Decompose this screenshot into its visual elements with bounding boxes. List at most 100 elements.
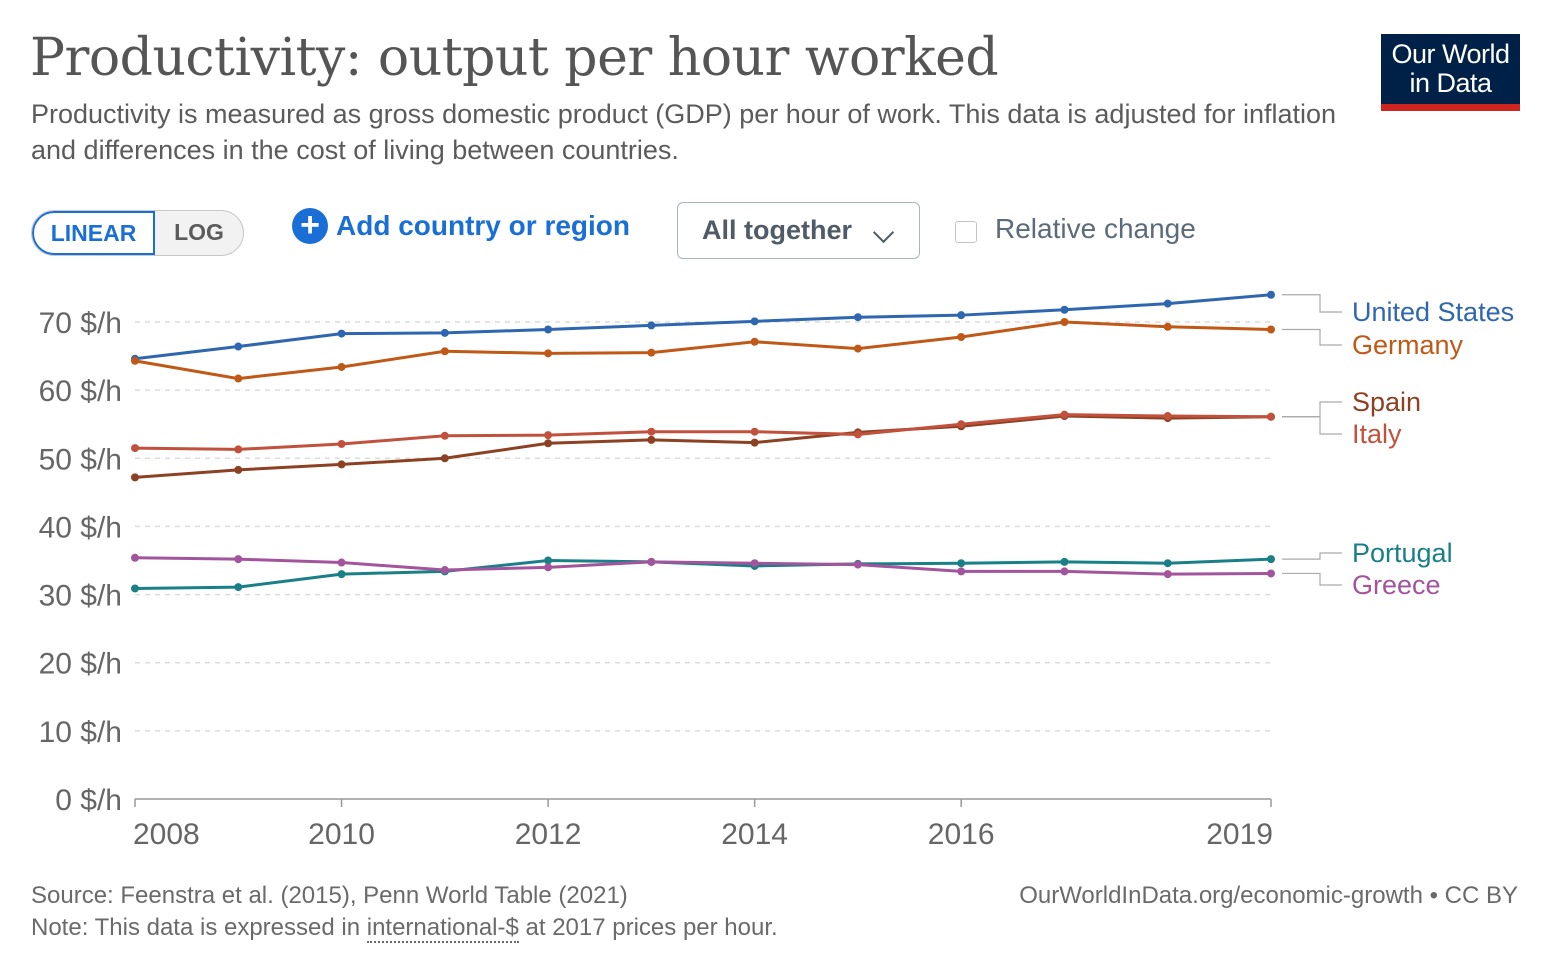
data-point — [647, 348, 656, 357]
data-point — [337, 460, 346, 469]
data-point — [131, 584, 139, 593]
legend-label: Germany — [1352, 330, 1464, 360]
data-point — [750, 438, 759, 447]
data-point — [337, 329, 346, 338]
data-point — [853, 560, 862, 569]
legend-connector — [1282, 401, 1342, 418]
legend-connector — [1282, 294, 1342, 313]
data-point — [337, 362, 346, 371]
y-tick-label: 60 $/h — [39, 375, 122, 408]
x-tick-label: 2012 — [515, 818, 582, 851]
data-point — [647, 321, 656, 330]
data-point — [544, 563, 553, 572]
series-line — [134, 413, 1272, 451]
data-point — [750, 427, 759, 436]
data-point — [1060, 567, 1069, 576]
note-suffix: at 2017 prices per hour. — [518, 914, 778, 941]
y-tick-label: 40 $/h — [39, 511, 122, 544]
legend-label: Italy — [1352, 419, 1402, 449]
relative-change-checkbox[interactable] — [955, 221, 977, 243]
data-point — [647, 557, 656, 566]
y-tick-label: 70 $/h — [39, 307, 122, 340]
scale-toggle: LINEAR LOG — [31, 210, 244, 256]
facet-dropdown[interactable]: All together — [677, 202, 920, 259]
logo-line-1: Our World — [1391, 39, 1510, 69]
data-point — [1060, 410, 1069, 419]
series-line — [134, 556, 1272, 576]
series-line — [134, 320, 1272, 381]
y-tick-label: 10 $/h — [39, 716, 122, 749]
facet-dropdown-value: All together — [702, 215, 853, 245]
data-point — [440, 328, 449, 337]
y-tick-label: 0 $/h — [55, 784, 122, 817]
data-point — [440, 566, 449, 575]
x-tick-label: 2016 — [928, 818, 995, 851]
legend-label: United States — [1352, 297, 1514, 327]
legend-label: Spain — [1352, 387, 1421, 417]
data-point — [750, 559, 759, 568]
data-point — [957, 332, 966, 341]
credit-link[interactable]: OurWorldInData.org/economic-growth • CC … — [1019, 882, 1518, 909]
chart-title: Productivity: output per hour worked — [30, 28, 999, 88]
data-point — [1060, 318, 1069, 326]
data-point — [544, 431, 553, 440]
data-point — [1267, 325, 1275, 334]
source-text: Source: Feenstra et al. (2015), Penn Wor… — [31, 882, 628, 909]
data-point — [1267, 555, 1275, 564]
note-text: Note: This data is expressed in internat… — [31, 914, 778, 943]
y-tick-label: 30 $/h — [39, 580, 122, 613]
data-point — [1267, 290, 1275, 299]
y-tick-label: 20 $/h — [39, 648, 122, 681]
data-point — [1163, 559, 1172, 568]
data-point — [440, 347, 449, 356]
data-point — [440, 431, 449, 440]
data-point — [750, 317, 759, 326]
legend-connector — [1282, 416, 1342, 435]
chart-subtitle: Productivity is measured as gross domest… — [31, 99, 1337, 165]
linear-scale-button[interactable]: LINEAR — [32, 211, 155, 255]
data-point — [131, 553, 139, 562]
legend-label: Portugal — [1352, 538, 1453, 568]
data-point — [647, 427, 656, 436]
legend-label: Greece — [1352, 570, 1441, 600]
data-point — [1060, 305, 1069, 314]
legend-connector — [1282, 552, 1342, 560]
data-point — [131, 473, 139, 482]
data-point — [957, 311, 966, 320]
data-point — [337, 558, 346, 567]
log-scale-button[interactable]: LOG — [174, 219, 224, 245]
x-tick-label: 2010 — [308, 818, 375, 851]
data-point — [131, 444, 139, 453]
data-point — [234, 445, 243, 454]
plus-icon: + — [292, 208, 328, 244]
data-point — [544, 556, 553, 565]
data-point — [544, 439, 553, 448]
data-point — [337, 439, 346, 448]
data-point — [957, 420, 966, 429]
data-point — [544, 349, 553, 358]
data-point — [1163, 570, 1172, 579]
data-point — [647, 435, 656, 444]
data-point — [234, 583, 243, 592]
x-tick-label: 2019 — [1206, 818, 1273, 851]
data-point — [1060, 557, 1069, 566]
note-prefix: Note: This data is expressed in — [31, 914, 367, 941]
series-line — [134, 293, 1272, 361]
y-tick-label: 50 $/h — [39, 443, 122, 476]
data-point — [1163, 299, 1172, 308]
x-tick-label: 2014 — [721, 818, 788, 851]
data-point — [1163, 322, 1172, 331]
data-point — [544, 325, 553, 334]
data-point — [853, 344, 862, 353]
data-point — [234, 374, 243, 383]
add-country-button[interactable]: + Add country or region — [292, 208, 630, 244]
owid-logo[interactable]: Our World in Data — [1381, 34, 1520, 111]
relative-change-toggle[interactable]: Relative change — [955, 213, 1196, 245]
international-dollar-link[interactable]: international-$ — [366, 914, 519, 943]
data-point — [1163, 412, 1172, 421]
data-point — [234, 555, 243, 564]
x-tick-label: 2008 — [133, 818, 200, 851]
data-point — [853, 313, 862, 322]
data-point — [234, 465, 243, 474]
